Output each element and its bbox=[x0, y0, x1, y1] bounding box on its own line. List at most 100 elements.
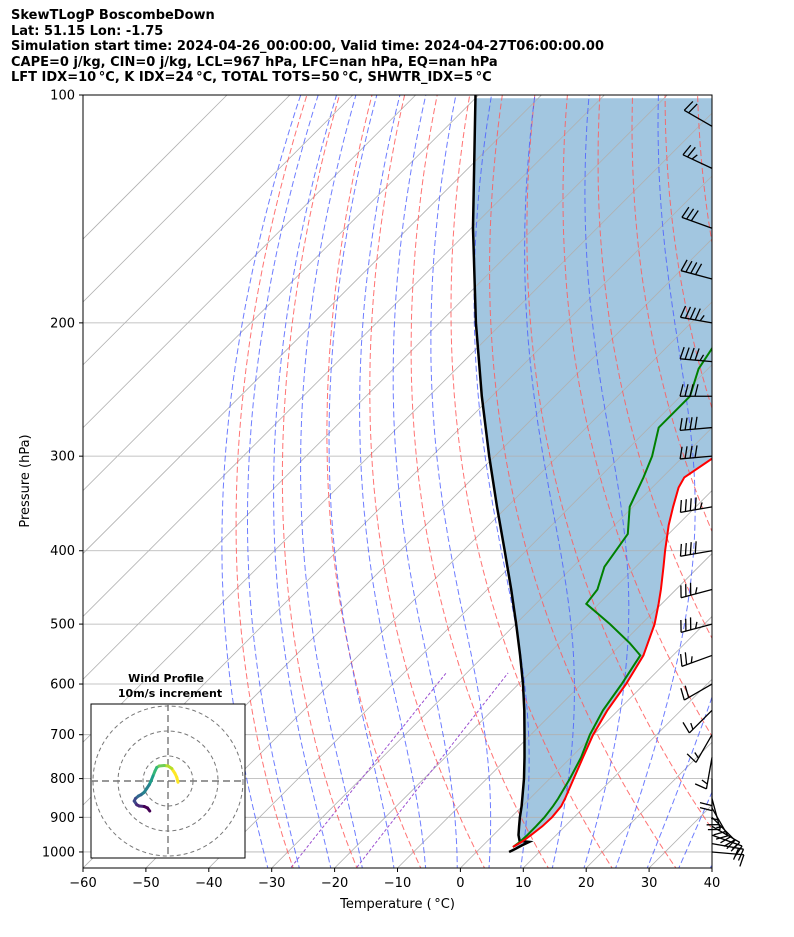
cape-cin-shading bbox=[473, 98, 712, 847]
series-line-temperature bbox=[512, 457, 712, 848]
moist-adiabat bbox=[709, 863, 712, 868]
x-tick-label: 10 bbox=[515, 876, 532, 891]
y-tick-label: 400 bbox=[50, 544, 75, 559]
isotherm-line bbox=[397, 552, 712, 868]
hodograph-segment bbox=[146, 806, 152, 813]
wind-barb bbox=[682, 144, 713, 169]
hodograph-title: Wind Profile bbox=[128, 672, 204, 685]
x-tick-label: −20 bbox=[321, 876, 348, 891]
title-line-station: SkewTLogP BoscombeDown bbox=[11, 8, 215, 23]
isotherm-line bbox=[83, 95, 228, 240]
dry-adiabat bbox=[281, 95, 358, 868]
dry-adiabat bbox=[664, 95, 712, 410]
x-tick-label: −30 bbox=[258, 876, 285, 891]
moist-adiabat bbox=[221, 95, 302, 868]
dry-adiabat bbox=[729, 78, 794, 871]
moist-adiabat bbox=[273, 95, 337, 868]
isotherm-line bbox=[83, 95, 416, 429]
wind-barb bbox=[682, 709, 713, 734]
wind-barb bbox=[680, 683, 713, 701]
x-axis-ticks: −60 −50 −40 −30 −20 −10 0 10 20 30 40 bbox=[69, 868, 720, 891]
moist-adiabat-lines bbox=[221, 95, 712, 868]
wind-barb bbox=[679, 384, 712, 397]
moist-adiabat bbox=[583, 95, 630, 868]
isotherm-line bbox=[83, 95, 668, 680]
hodograph: Wind Profile 10m/s increment bbox=[90, 672, 246, 859]
wind-barbs bbox=[679, 100, 745, 867]
moist-adiabat bbox=[300, 95, 363, 868]
x-tick-label: −40 bbox=[195, 876, 222, 891]
wind-barb bbox=[694, 757, 713, 790]
wind-barb bbox=[679, 445, 713, 460]
isotherm-line bbox=[334, 490, 712, 868]
title-line-cape: CAPE=0 j/kg, CIN=0 j/kg, LCL=967 hPa, LF… bbox=[11, 54, 498, 70]
dry-adiabat bbox=[631, 95, 712, 533]
moist-adiabat bbox=[473, 95, 530, 868]
y-tick-label: 500 bbox=[50, 618, 75, 633]
dry-adiabat bbox=[761, 78, 794, 871]
isotherm-line bbox=[711, 867, 712, 868]
x-tick-label: −50 bbox=[132, 876, 159, 891]
x-tick-label: 0 bbox=[456, 876, 464, 891]
title-line-indices: LFT IDX=10 °C, K IDX=24 °C, TOTAL TOTS=5… bbox=[11, 70, 492, 85]
title-line-time: Simulation start time: 2024-04-26_00:00:… bbox=[11, 39, 604, 54]
x-tick-label: −10 bbox=[384, 876, 411, 891]
y-tick-label: 300 bbox=[50, 450, 75, 465]
y-tick-label: 1000 bbox=[42, 845, 75, 860]
y-tick-label: 100 bbox=[50, 89, 75, 104]
isotherm-lines bbox=[83, 95, 794, 868]
moist-adiabat bbox=[247, 95, 319, 868]
dry-adiabat bbox=[450, 95, 613, 868]
wind-barb bbox=[681, 206, 713, 229]
title-block: SkewTLogP BoscombeDown Lat: 51.15 Lon: -… bbox=[11, 8, 604, 86]
wind-barb bbox=[679, 497, 713, 514]
dry-adiabat bbox=[235, 95, 308, 868]
dry-adiabat-lines bbox=[235, 78, 794, 871]
y-tick-label: 700 bbox=[50, 728, 75, 743]
hodograph-plot bbox=[91, 704, 245, 858]
dry-adiabat bbox=[597, 95, 712, 640]
wind-barb bbox=[711, 851, 745, 867]
y-axis-ticks: 100 200 300 400 500 600 700 800 900 1000 bbox=[42, 89, 83, 860]
x-tick-label: 30 bbox=[641, 876, 658, 891]
profile-series bbox=[471, 95, 712, 854]
isotherm-line bbox=[208, 364, 712, 868]
isotherm-line bbox=[83, 95, 542, 555]
x-axis-label: Temperature ( °C) bbox=[339, 897, 455, 912]
wind-barb bbox=[679, 652, 713, 667]
wind-barb bbox=[711, 807, 729, 840]
x-tick-label: 40 bbox=[704, 876, 721, 891]
wind-barb bbox=[679, 346, 713, 363]
wind-barb bbox=[679, 541, 713, 557]
moist-adiabat bbox=[359, 95, 427, 868]
isotherm-line bbox=[83, 95, 605, 617]
moist-adiabat bbox=[392, 95, 458, 868]
dry-adiabat bbox=[526, 95, 712, 830]
moist-adiabat bbox=[615, 95, 696, 868]
x-tick-label: −60 bbox=[69, 876, 96, 891]
wind-barb bbox=[683, 100, 713, 127]
moist-adiabat bbox=[646, 695, 712, 868]
series-line-dewpoint bbox=[512, 346, 712, 848]
y-tick-label: 900 bbox=[50, 811, 75, 826]
moist-adiabat bbox=[678, 791, 712, 868]
isotherm-line bbox=[523, 678, 712, 868]
mixing-ratio-lines bbox=[289, 672, 509, 868]
title-line-location: Lat: 51.15 Lon: -1.75 bbox=[11, 23, 164, 39]
moist-adiabat bbox=[524, 95, 575, 868]
wind-barb bbox=[686, 734, 713, 763]
wind-barb bbox=[706, 798, 721, 831]
dry-adiabat bbox=[369, 95, 486, 868]
wind-barb bbox=[679, 416, 713, 431]
mixing-ratio-line bbox=[289, 672, 447, 868]
isotherm-line bbox=[775, 95, 794, 868]
dry-adiabat bbox=[489, 95, 677, 868]
y-axis-label: Pressure (hPa) bbox=[18, 434, 33, 527]
wind-barb bbox=[699, 778, 713, 812]
isotherm-line bbox=[271, 427, 712, 868]
isotherm-line bbox=[145, 301, 712, 868]
isotherm-line bbox=[83, 112, 712, 743]
dry-adiabat bbox=[562, 95, 712, 738]
x-tick-label: 20 bbox=[578, 876, 595, 891]
